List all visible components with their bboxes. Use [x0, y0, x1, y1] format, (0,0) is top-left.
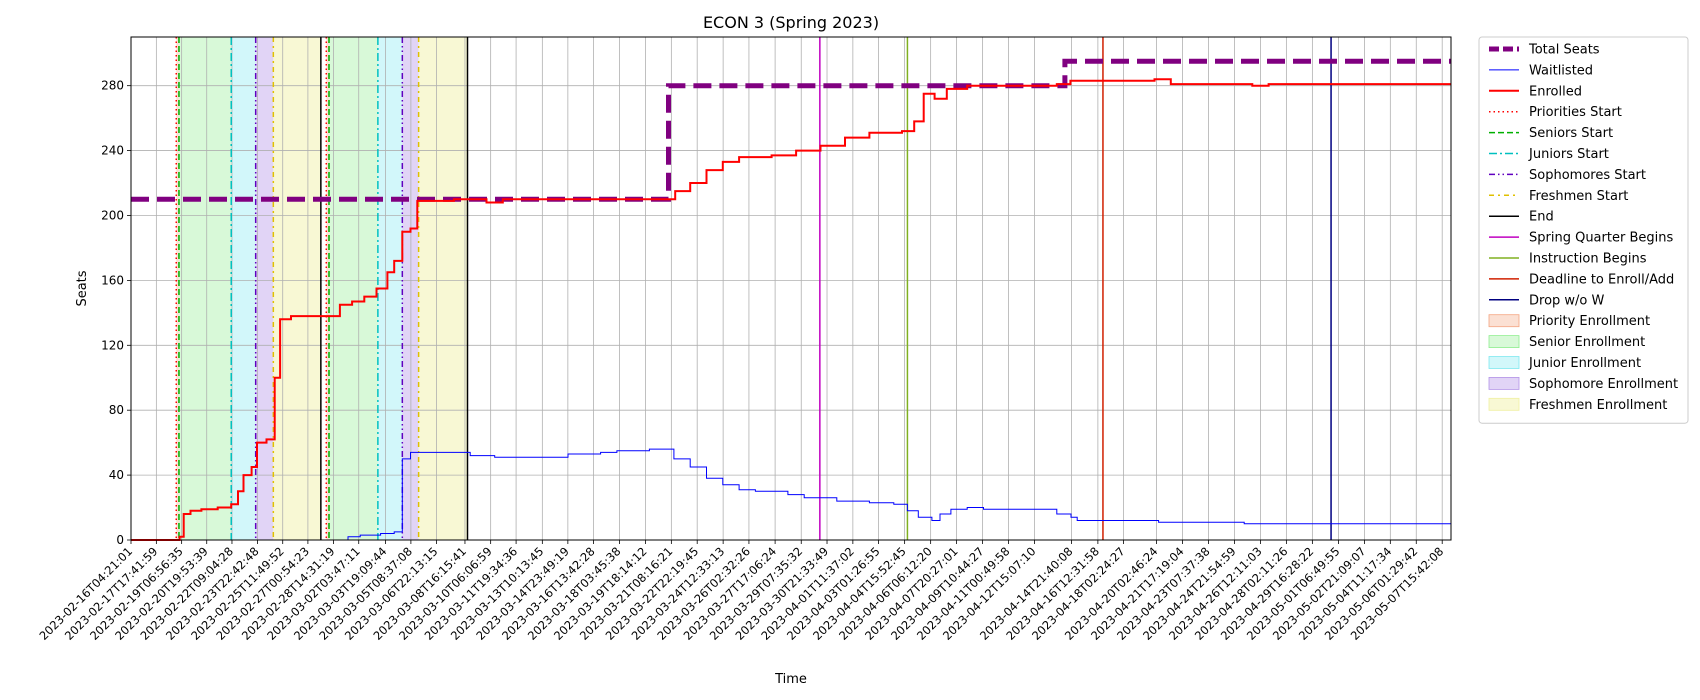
y-axis-ticks: 0 40 80 120 160 200 240 280 — [101, 79, 131, 547]
legend-label: Enrolled — [1529, 84, 1582, 99]
legend-label: Priority Enrollment — [1529, 314, 1650, 329]
band — [231, 37, 256, 540]
data-series — [131, 58, 1451, 541]
legend-label: Freshmen Enrollment — [1529, 398, 1667, 413]
y-tick-label: 0 — [116, 533, 124, 547]
legend-swatch — [1488, 356, 1520, 369]
legend-label: Total Seats — [1528, 43, 1600, 58]
chart-title: ECON 3 (Spring 2023) — [703, 13, 879, 32]
legend-label: Spring Quarter Begins — [1529, 231, 1673, 246]
legend: Total Seats Waitlisted Enrolled Priorities … — [1478, 36, 1689, 424]
legend-swatch — [1488, 314, 1520, 328]
y-tick-label: 80 — [109, 403, 124, 417]
legend-frame — [1478, 36, 1689, 424]
x-axis-label: Time — [774, 672, 807, 687]
legend-label: Sophomores Start — [1529, 168, 1646, 183]
band — [176, 37, 179, 540]
legend-label: Seniors Start — [1529, 126, 1613, 141]
plot-frame — [130, 36, 1452, 541]
legend-label: Drop w/o W — [1529, 293, 1605, 308]
event-markers — [175, 37, 1332, 540]
y-tick-label: 40 — [109, 468, 124, 482]
legend-swatch — [1488, 397, 1520, 411]
legend-label: Freshmen Start — [1529, 189, 1628, 204]
band — [329, 37, 378, 540]
legend-label: End — [1529, 210, 1554, 225]
y-tick-label: 160 — [101, 273, 124, 287]
legend-label: Senior Enrollment — [1529, 335, 1645, 350]
y-tick-label: 120 — [101, 338, 124, 352]
y-tick-label: 240 — [101, 144, 124, 158]
legend-label: Waitlisted — [1529, 63, 1593, 78]
band — [255, 37, 274, 540]
x-axis-ticks: 2023-02-16T04:21:012023-02-17T17:41:5920… — [36, 540, 1446, 643]
y-tick-label: 280 — [101, 79, 124, 93]
grid-lines — [130, 37, 1451, 541]
legend-label: Instruction Begins — [1529, 252, 1647, 267]
legend-label: Sophomore Enrollment — [1529, 377, 1678, 392]
band — [273, 37, 321, 540]
legend-label: Juniors Start — [1528, 147, 1609, 162]
y-tick-label: 200 — [101, 208, 124, 222]
series-line — [131, 448, 1451, 541]
legend-label: Junior Enrollment — [1528, 356, 1641, 371]
band — [178, 37, 232, 540]
series-line — [131, 78, 1451, 541]
band — [326, 37, 330, 540]
band — [418, 37, 468, 540]
legend-label: Deadline to Enroll/Add — [1529, 272, 1674, 287]
band — [402, 37, 419, 540]
legend-label: Priorities Start — [1529, 105, 1622, 120]
legend-swatch — [1488, 376, 1520, 390]
legend-swatch — [1488, 335, 1520, 349]
y-axis-label: Seats — [75, 270, 90, 306]
enrollment-bands — [176, 37, 468, 540]
